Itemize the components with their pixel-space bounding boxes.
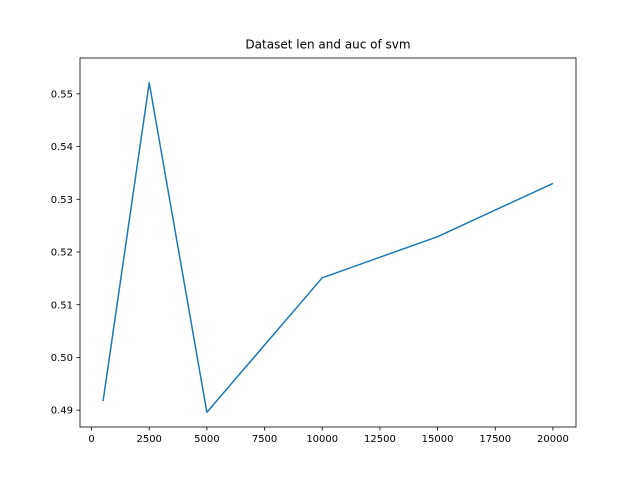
x-tick-label: 7500 [252,434,277,445]
x-tick-label: 17500 [479,434,511,445]
y-tick-label: 0.53 [51,195,73,206]
x-tick-label: 12500 [364,434,396,445]
chart-title: Dataset len and auc of svm [245,38,410,52]
y-axis: 0.49 0.50 0.51 0.52 0.53 0.54 0.55 [51,89,80,417]
x-tick-label: 20000 [537,434,569,445]
x-tick-label: 5000 [194,434,219,445]
x-tick-label: 0 [88,434,94,445]
x-tick-label: 10000 [306,434,338,445]
x-axis: 0 2500 5000 7500 10000 12500 15000 17500 20000 [88,427,569,445]
x-tick-label: 15000 [422,434,454,445]
series-layer [102,82,554,413]
y-tick-label: 0.52 [51,248,73,259]
y-tick-label: 0.51 [51,300,73,311]
x-tick-label: 2500 [136,434,161,445]
y-tick-label: 0.54 [51,142,73,153]
plot-area-frame [79,57,577,428]
y-tick-label: 0.49 [51,406,73,417]
y-tick-label: 0.50 [51,353,73,364]
series-line-0 [102,82,554,413]
y-tick-label: 0.55 [51,89,73,100]
